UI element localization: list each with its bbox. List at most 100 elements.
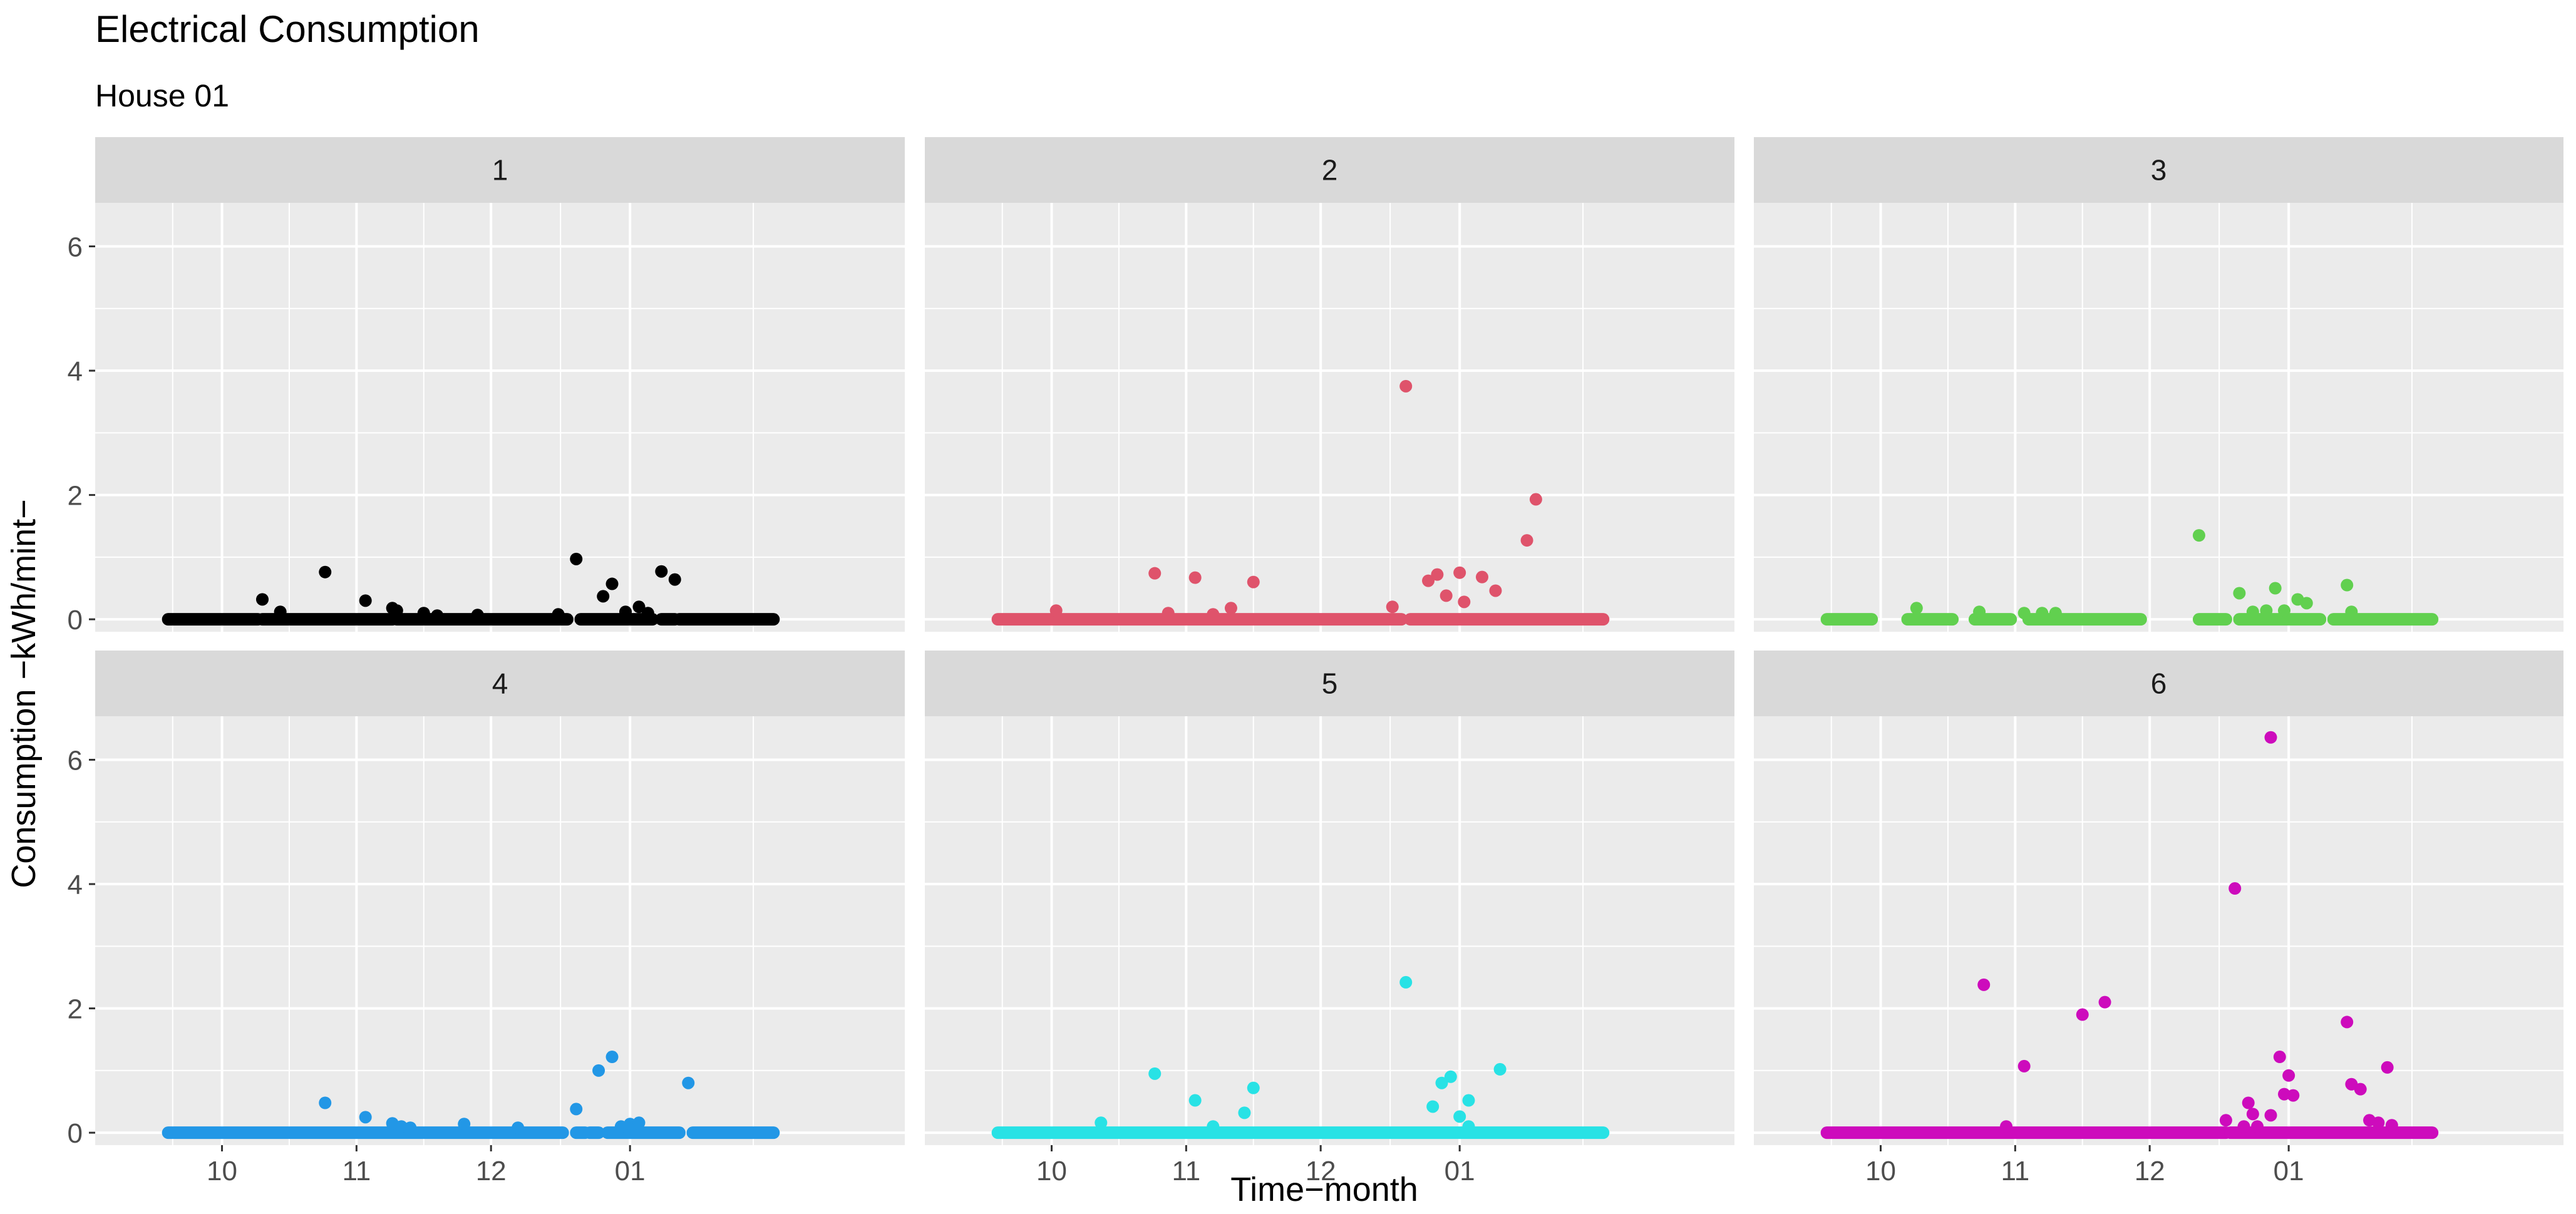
y-axis-label: Consumption −kWh/mint−: [5, 499, 43, 888]
data-point: [1462, 1094, 1475, 1107]
data-point: [2233, 587, 2246, 600]
panel-strip-label: 3: [2151, 154, 2167, 187]
panel-strip: [925, 137, 1734, 203]
panel-5: 5 10 11 12 01: [925, 651, 1734, 1186]
data-point: [512, 1121, 525, 1134]
data-point: [1462, 1120, 1475, 1133]
data-point: [2264, 1109, 2277, 1122]
data-point: [2269, 582, 2282, 595]
data-point: [319, 565, 332, 579]
data-point: [1475, 570, 1488, 584]
data-point: [1910, 602, 1923, 615]
x-tick-label: 10: [207, 1156, 237, 1186]
data-point: [2287, 1089, 2300, 1102]
data-point: [2242, 1096, 2255, 1109]
data-point: [390, 604, 403, 617]
data-point: [2017, 1059, 2031, 1073]
panel-background: [925, 203, 1734, 632]
data-point: [655, 565, 668, 578]
data-point: [1247, 575, 1260, 589]
panel-strip: [925, 651, 1734, 716]
data-point: [619, 605, 632, 619]
data-point: [1520, 534, 1533, 547]
data-point: [2354, 1083, 2367, 1096]
data-point: [1399, 975, 1413, 989]
data-point: [417, 607, 430, 620]
x-tick-label: 10: [1036, 1156, 1067, 1186]
x-tick-label: 12: [2135, 1156, 2165, 1186]
y-tick-label: 6: [68, 745, 83, 776]
data-point: [2228, 882, 2242, 895]
data-point: [2049, 607, 2062, 620]
panel-6: 6 10 11 12 01: [1754, 651, 2563, 1186]
data-point: [1529, 493, 1542, 506]
chart-subtitle: House 01: [95, 78, 229, 113]
data-point: [592, 1064, 605, 1077]
data-point: [552, 608, 565, 621]
panel-background: [925, 716, 1734, 1145]
panel-background: [1754, 716, 2563, 1145]
data-point: [1426, 1100, 1440, 1113]
data-point: [2381, 1061, 2394, 1074]
panel-strip: [95, 137, 905, 203]
data-point: [2036, 607, 2049, 620]
panel-strip: [1754, 651, 2563, 716]
data-point: [1399, 379, 1413, 393]
data-point: [2219, 1114, 2232, 1127]
data-point: [1977, 978, 1991, 991]
panel-strip-label: 1: [492, 154, 508, 187]
x-tick-label: 12: [476, 1156, 507, 1186]
panel-background: [1754, 203, 2563, 632]
y-tick-label: 4: [68, 870, 83, 900]
data-point: [1458, 595, 1471, 609]
data-point: [605, 1051, 619, 1064]
data-point: [255, 593, 269, 606]
panel-1: 1 0 2 4 6: [68, 137, 905, 635]
panel-4: 4 0 2 4 6 10 11 12 01: [68, 651, 905, 1186]
data-point: [632, 1116, 646, 1129]
panel-strip-label: 5: [1322, 667, 1338, 700]
data-point: [2098, 995, 2111, 1009]
data-point: [2341, 579, 2354, 592]
data-point: [682, 1076, 695, 1089]
data-point: [458, 1118, 471, 1131]
data-point: [2278, 604, 2290, 617]
data-point: [1493, 1062, 1507, 1076]
data-point: [1435, 1076, 1448, 1089]
data-point: [2246, 1108, 2259, 1121]
data-point: [2000, 1120, 2013, 1133]
data-point: [2282, 1069, 2295, 1082]
data-point: [1095, 1116, 1108, 1129]
data-point: [1188, 1094, 1202, 1107]
data-point: [404, 1121, 417, 1134]
data-point: [1489, 584, 1502, 597]
x-axis-label: Time−month: [1230, 1171, 1418, 1208]
y-tick-label: 0: [68, 605, 83, 635]
data-point: [1431, 568, 1444, 581]
data-point: [2345, 605, 2358, 619]
x-tick-label: 11: [343, 1156, 371, 1186]
data-point: [2273, 1051, 2286, 1064]
data-point: [1238, 1106, 1251, 1119]
data-point: [597, 590, 610, 603]
data-point: [1188, 571, 1202, 584]
panel-background: [95, 716, 905, 1145]
data-point: [1207, 1120, 1220, 1133]
data-point: [2076, 1008, 2089, 1021]
data-point: [2237, 1120, 2250, 1133]
data-point: [1453, 566, 1466, 579]
data-point: [1247, 1081, 1260, 1094]
x-tick-label: 01: [615, 1156, 646, 1186]
panel-strip-label: 4: [492, 667, 508, 700]
x-tick-label: 11: [2001, 1156, 2030, 1186]
y-tick-label: 4: [68, 356, 83, 387]
data-point: [274, 605, 287, 619]
x-tick-label: 10: [1865, 1156, 1896, 1186]
data-point: [359, 1111, 372, 1124]
data-point: [2246, 605, 2259, 619]
panel-background: [95, 203, 905, 632]
data-point: [570, 1103, 583, 1116]
data-point: [2260, 604, 2273, 617]
